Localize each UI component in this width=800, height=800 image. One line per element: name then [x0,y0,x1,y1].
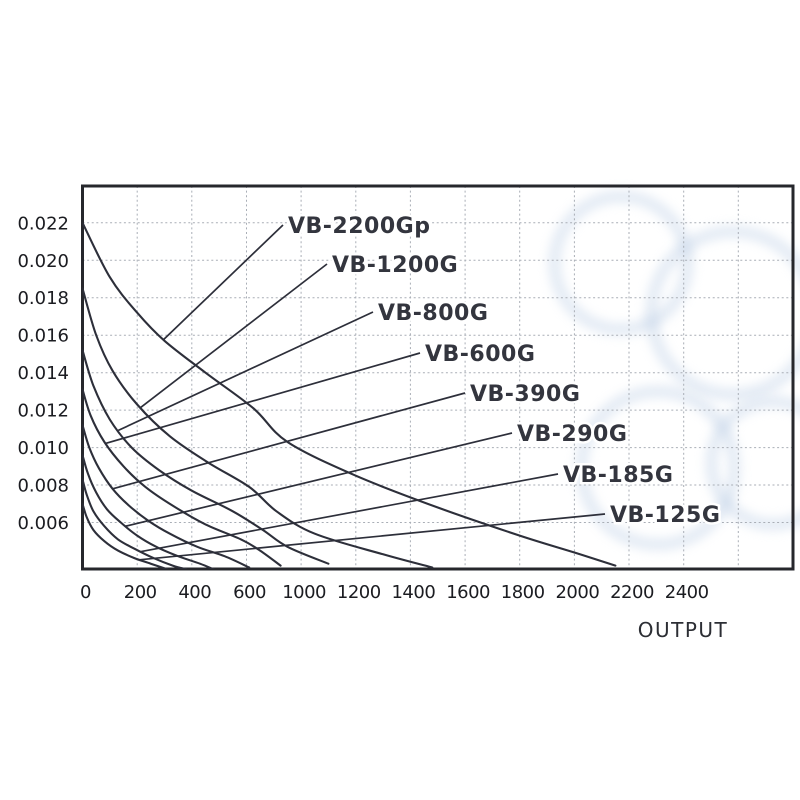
x-tick-label: 2200 [610,582,654,603]
x-tick-label: 200 [124,582,157,603]
y-tick-label: 0.016 [17,326,69,347]
curve-label-vb-125g: VB-125G [610,503,720,528]
y-tick-label: 0.012 [17,401,69,422]
y-tick-label: 0.010 [17,438,69,459]
y-tick-label: 0.006 [17,513,69,534]
curve-leader-vb-2200gp [162,224,284,341]
curve-vb-125g [82,502,169,569]
curve-vb-1200g [82,287,434,569]
curve-vb-2200gp [82,221,617,567]
curve-label-vb-390g: VB-390G [470,382,580,407]
x-tick-label: 1800 [501,582,545,603]
y-tick-label: 0.018 [17,288,69,309]
x-tick-label: 0 [80,582,91,603]
curve-leader-vb-290g [125,432,513,528]
curve-vb-185g [82,478,188,569]
x-tick-label: 1400 [391,582,435,603]
curve-vb-800g [82,349,330,565]
x-tick-label: 600 [233,582,266,603]
curve-label-vb-2200gp: VB-2200Gp [288,214,430,239]
x-tick-label: 2400 [665,582,709,603]
curve-leader-vb-125g [139,513,606,561]
y-tick-label: 0.014 [17,363,69,384]
curve-vb-390g [82,424,251,569]
y-tick-label: 0.008 [17,476,69,497]
curve-label-vb-290g: VB-290G [517,422,627,447]
curve-leader-vb-800g [117,311,374,432]
x-tick-label: 400 [178,582,211,603]
curve-label-vb-600g: VB-600G [425,342,535,367]
plot-frame [81,184,795,571]
curve-label-vb-185g: VB-185G [563,463,673,488]
curve-label-vb-1200g: VB-1200G [332,253,458,278]
x-tick-label: 1600 [446,582,490,603]
x-tick-label: 1000 [282,582,326,603]
curve-leader-vb-600g [105,352,421,445]
curve-leader-vb-1200g [139,263,328,409]
curve-leader-vb-185g [140,473,559,553]
curve-vb-600g [82,388,282,567]
x-axis-title: OUTPUT [638,618,729,642]
x-tick-label: 1200 [337,582,381,603]
x-tick-label: 2000 [555,582,599,603]
curve-vb-290g [82,454,215,569]
curve-label-vb-800g: VB-800G [378,301,488,326]
y-tick-label: 0.022 [17,213,69,234]
curve-leader-vb-390g [112,392,466,490]
y-tick-label: 0.020 [17,251,69,272]
